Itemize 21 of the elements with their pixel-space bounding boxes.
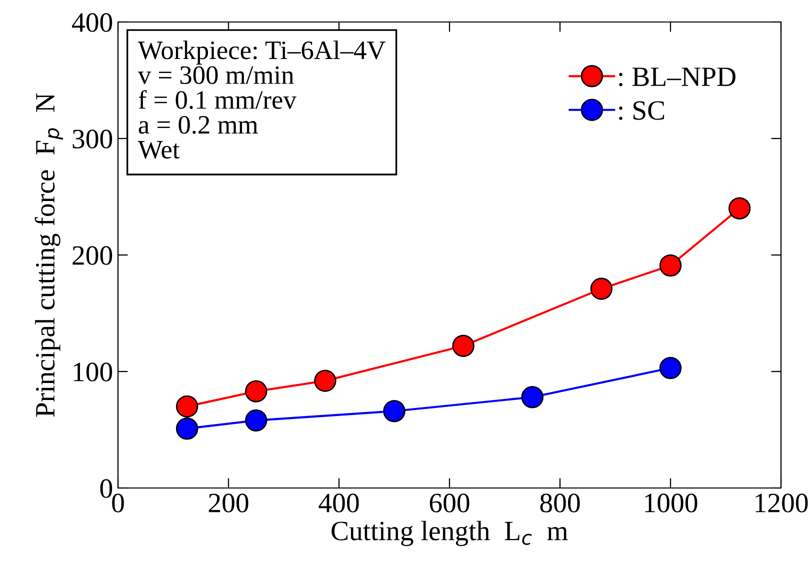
annotation: Workpiece: Ti–6Al–4V — [138, 40, 386, 65]
y-tick-label: 400 — [72, 13, 112, 32]
y-tick-label: 0 — [100, 479, 112, 498]
x-axis-title: Cutting length L$_{c}$ m — [332, 520, 568, 546]
y-tick-label: 100 — [74, 362, 112, 382]
legend-label: : SC — [619, 101, 664, 120]
annotation: f = 0.1 mm/rev — [138, 90, 296, 110]
x-tick-label: 400 — [318, 494, 359, 512]
annotation: Wet — [138, 141, 180, 159]
x-tick-label: 1000 — [645, 494, 698, 512]
legend-label: : BL–NPD — [619, 68, 736, 86]
y-tick-label: 300 — [72, 130, 112, 148]
x-tick-label: 800 — [540, 494, 580, 512]
x-tick-label: 200 — [208, 494, 248, 512]
annotation: a = 0.2 mm — [138, 116, 258, 134]
x-tick-label: 0 — [112, 494, 124, 512]
y-tick-label: 200 — [72, 246, 112, 265]
annotation: v = 300 m/min — [138, 66, 294, 84]
y-axis-title: Principal cutting force F$_{p}$ N — [34, 93, 63, 417]
x-tick-label: 1200 — [756, 494, 808, 512]
x-tick-label: 600 — [430, 494, 470, 512]
